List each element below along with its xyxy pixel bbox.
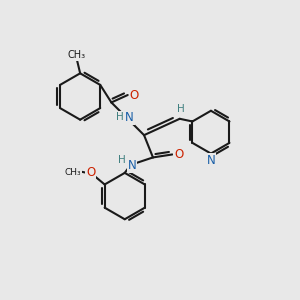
Text: CH₃: CH₃ xyxy=(67,50,86,60)
Text: H: H xyxy=(177,104,185,114)
Text: N: N xyxy=(125,111,134,124)
Text: CH₃: CH₃ xyxy=(65,168,82,177)
Text: H: H xyxy=(118,154,126,164)
Text: O: O xyxy=(86,166,95,179)
Text: O: O xyxy=(130,88,139,101)
Text: N: N xyxy=(207,154,215,166)
Text: N: N xyxy=(128,159,136,172)
Text: O: O xyxy=(174,148,184,161)
Text: H: H xyxy=(116,112,123,122)
